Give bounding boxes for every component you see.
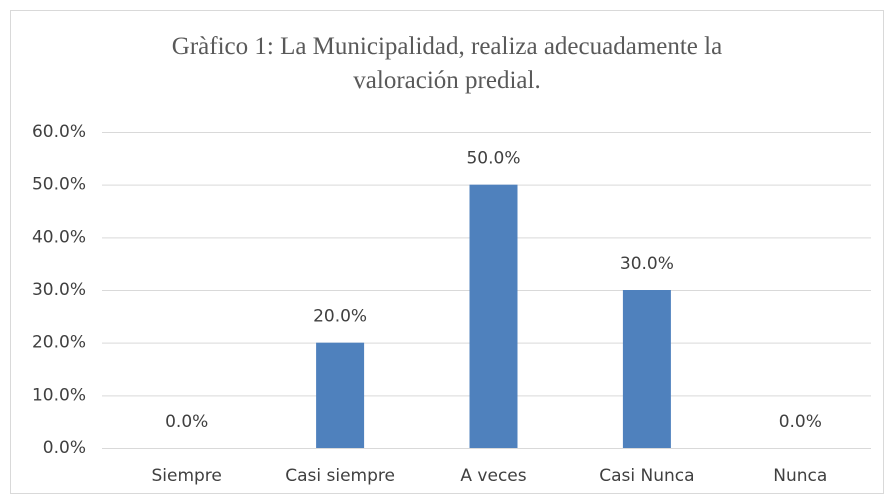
x-tick-label: Nunca (773, 466, 827, 486)
x-tick-label: Casi siempre (285, 466, 395, 486)
value-label: 30.0% (620, 254, 674, 274)
y-tick-label: 10.0% (32, 385, 86, 405)
value-label: 0.0% (779, 412, 822, 432)
y-tick-label: 50.0% (32, 175, 86, 195)
bar (469, 184, 518, 448)
value-label: 50.0% (466, 149, 520, 169)
y-tick-label: 30.0% (32, 280, 86, 300)
y-tick-label: 0.0% (43, 438, 86, 458)
chart-title: Gràfico 1: La Municipalidad, realiza ade… (171, 33, 723, 94)
y-tick-label: 20.0% (32, 333, 86, 353)
value-label: 0.0% (165, 412, 208, 432)
x-tick-label: A veces (460, 466, 526, 486)
x-tick-label: Siempre (151, 466, 221, 486)
bar (622, 290, 671, 448)
value-label: 20.0% (313, 307, 367, 327)
bar (316, 342, 365, 448)
y-tick-label: 60.0% (32, 122, 86, 142)
chart-border (10, 10, 884, 494)
y-tick-label: 40.0% (32, 227, 86, 247)
x-tick-label: Casi Nunca (599, 466, 694, 486)
